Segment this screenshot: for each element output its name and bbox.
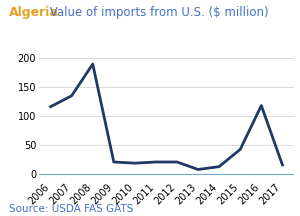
- Text: Algeria: Algeria: [9, 6, 59, 19]
- Text: Value of imports from U.S. ($ million): Value of imports from U.S. ($ million): [46, 6, 269, 19]
- Text: Source: USDA FAS GATS: Source: USDA FAS GATS: [9, 204, 134, 214]
